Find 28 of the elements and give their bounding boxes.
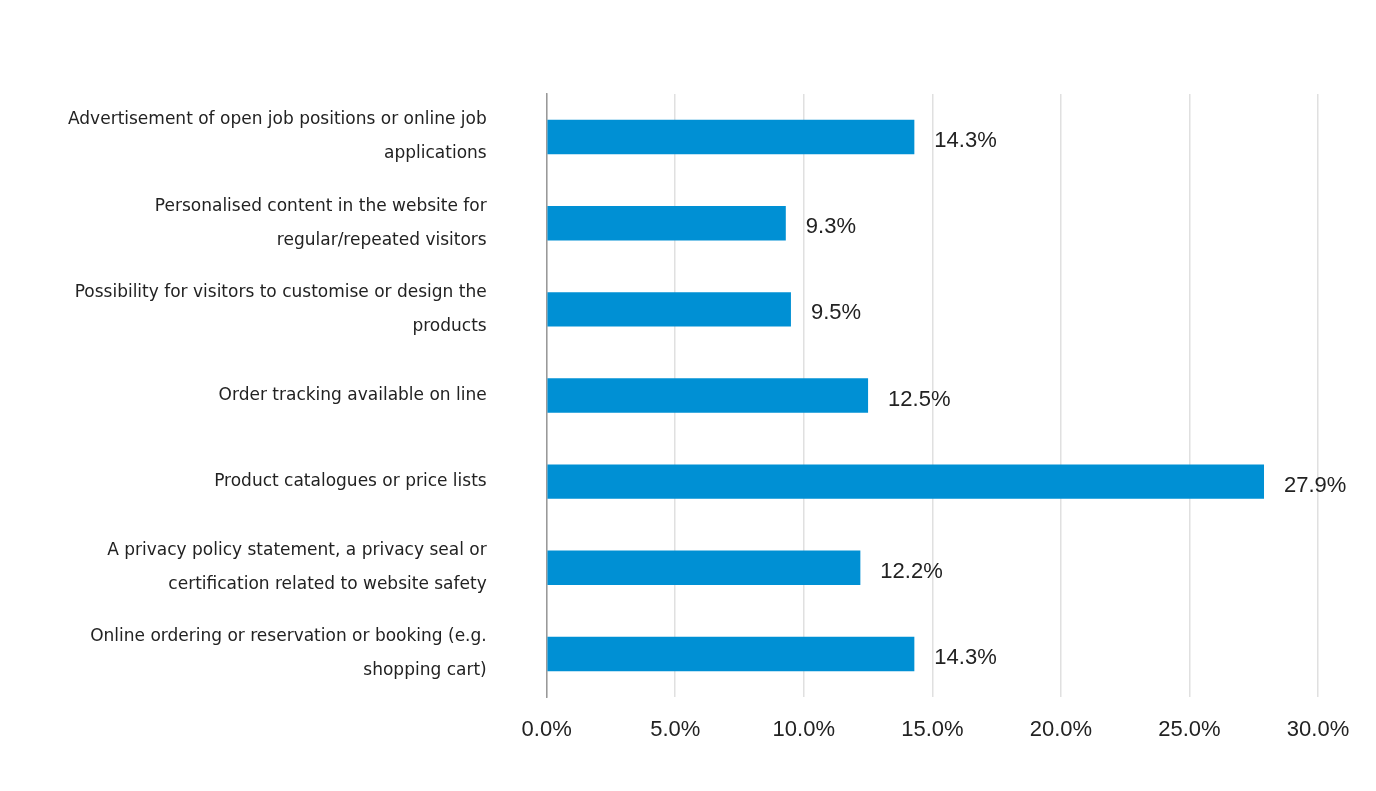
y-tick-label: Order tracking available on line [218,383,487,404]
y-tick-label: Product catalogues or price lists [214,470,487,491]
bar [547,205,786,241]
data-label: 14.3% [934,127,997,153]
data-label: 14.3% [934,643,997,669]
bar [547,119,915,155]
bar [547,378,869,413]
data-label: 27.9% [1284,471,1347,497]
data-label: 9.5% [810,299,862,325]
x-tick-label: 30.0% [1286,716,1350,742]
data-label: 12.5% [888,385,951,411]
bar [547,292,791,327]
x-tick-label: 15.0% [901,716,964,742]
x-tick-label: 25.0% [1158,716,1221,742]
x-tick-label: 5.0% [650,716,701,742]
data-label: 12.2% [880,557,943,583]
y-tick-label: A privacy policy statement, a privacy seal or certification related to website safety [107,539,487,594]
y-tick-label: Advertisement of open job positions or online job applications [68,108,487,163]
x-tick-label: 20.0% [1029,716,1093,742]
x-tick-label: 10.0% [772,716,835,742]
x-tick-label: 0.0% [521,716,572,742]
y-tick-label: Possibility for visitors to customise or design the products [74,280,487,335]
bar [547,464,1265,499]
bar [547,550,861,586]
bar [547,636,915,672]
y-tick-label: Personalised content in the website for regular/repeated visitors [154,194,487,249]
data-label: 9.3% [805,213,856,239]
y-tick-label: Online ordering or reservation or booking (e.g. shopping cart) [90,625,487,680]
